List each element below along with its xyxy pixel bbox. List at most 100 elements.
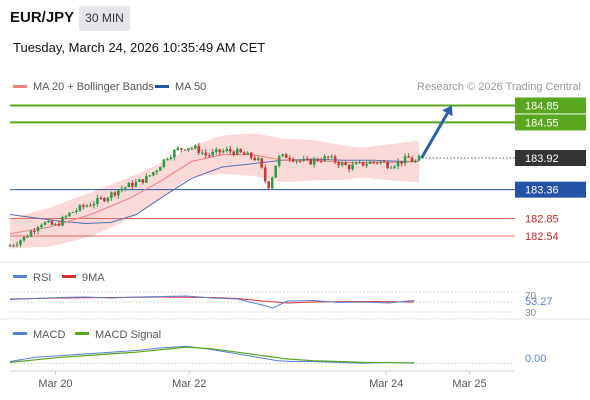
candle-body [211,151,215,156]
candle-body [159,166,162,171]
candle-body [26,236,29,238]
candle-body [291,159,295,162]
candle-body [89,205,92,207]
x-tick-label: Mar 25 [452,378,486,390]
candle-body [270,177,274,189]
candle-body [407,156,410,158]
candle-body [57,223,61,226]
candle-body [249,152,253,158]
candle-body [242,152,246,155]
candle-body [54,223,57,225]
candle-body [152,172,155,176]
candle-body [228,149,232,152]
macd-legend-swatch [13,332,27,335]
candle-body [207,155,211,157]
candle-body [120,188,124,191]
rsi-ma-legend-swatch [62,275,76,278]
candle-body [214,149,218,152]
level-label-support-1: 182.85 [525,213,559,225]
ma20-legend-swatch [13,85,27,88]
macd-legend: MACD MACD Signal [13,329,161,341]
rsi-value-label: 53.27 [525,296,553,308]
candle-body [36,227,40,232]
macd-signal-line [9,346,415,364]
candle-body [232,151,236,155]
candle-body [82,205,85,207]
rsi-lower-label: 30 [525,308,537,319]
candle-body [372,161,375,163]
candle-body [358,161,361,163]
candle-body [43,222,47,225]
candle-body [340,162,344,166]
candle-body [15,244,19,246]
candle-body [263,167,267,182]
candle-body [221,150,225,153]
candle-body [127,182,131,188]
candle-body [375,162,379,164]
level-label-resistance-1: 184.55 [525,117,559,129]
candle-body [288,157,291,160]
candle-body [117,190,120,196]
main-legend: MA 20 + Bollinger Bands MA 50 Research ©… [13,81,581,93]
candle-body [256,158,260,161]
candle-body [110,192,113,198]
candle-body [71,212,75,214]
candle-body [344,162,347,166]
candle-body [169,157,173,160]
candle-body [361,161,365,166]
candle-body [323,156,326,162]
candle-body [347,165,351,170]
level-tag-resistance-2 [515,97,586,114]
bollinger-band [10,133,420,249]
candle-body [393,166,396,168]
macd-line [9,345,415,364]
current-price-tag [515,150,586,167]
candle-body [414,160,417,163]
ma50-legend-swatch [155,85,169,88]
current-price-label: 183.92 [525,153,559,165]
candle-body [103,198,106,202]
candle-body [389,167,393,169]
candle-body [92,203,96,206]
candle-body [68,212,71,217]
candle-body [106,197,110,202]
candle-body [326,156,330,158]
candle-body [64,216,68,218]
candle-body [134,181,138,187]
timeframe-badge[interactable]: 30 MIN [79,6,130,31]
candle-body [75,210,78,213]
timestamp: Tuesday, March 24, 2026 10:35:49 AM CET [13,40,266,55]
candle-body [403,156,407,164]
candle-body [386,162,389,168]
x-tick-label: Mar 22 [172,378,206,390]
rsi-ma-legend-label: 9MA [82,272,105,284]
candle-body [330,156,333,158]
candle-body [12,245,15,247]
x-tick-label: Mar 20 [38,378,72,390]
candle-body [180,148,183,150]
candle-body [309,159,312,165]
candle-body [379,161,382,163]
candle-body [410,157,414,163]
candle-body [260,158,264,168]
candle-body [253,157,257,161]
candle-body [61,217,64,226]
candle-body [40,224,43,228]
candle-body [113,192,117,196]
level-tag-pivot [515,181,586,198]
candle-body [333,156,337,163]
macd-value-label: 0.00 [525,353,546,365]
candle-body [284,154,288,158]
candle-body [190,148,194,150]
candle-body [246,152,250,155]
candle-body [183,149,187,151]
forecast-arrow-head [442,105,453,117]
candle-body [312,158,316,165]
candle-body [305,158,309,160]
candle-body [400,161,403,164]
candle-body [302,158,305,161]
rsi-plot [9,291,515,313]
main-plot: 184.85 184.55 183.36 182.85 182.54 183.92 [8,97,586,249]
candle-body [277,156,281,166]
macd-signal-legend-swatch [75,332,89,335]
